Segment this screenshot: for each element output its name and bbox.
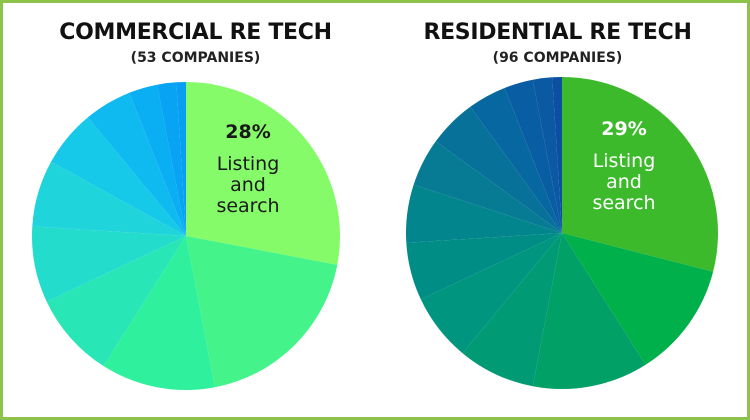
slice-category-label: Listing — [217, 153, 280, 175]
pie-slice — [562, 233, 714, 365]
pie-slice — [157, 82, 186, 236]
pie-slice — [129, 84, 186, 236]
pie-slice — [413, 141, 562, 233]
pie-slice — [552, 77, 562, 233]
pie-slice — [46, 236, 186, 367]
pie-slice — [51, 117, 186, 236]
pie-slice — [470, 87, 562, 233]
residential-panel: RESIDENTIAL RE TECH (96 COMPANIES) 29% Li… — [375, 0, 750, 420]
slice-category-label: search — [592, 192, 655, 214]
pie-slice — [435, 106, 562, 233]
pie-slice — [504, 79, 562, 233]
commercial-panel: COMMERCIAL RE TECH (53 COMPANIES) 28% Lis… — [31, 20, 340, 390]
chart-subtitle: (53 COMPANIES) — [130, 50, 261, 66]
pie-slice-listing-and-search — [186, 82, 340, 265]
pie-slice-listing-and-search — [562, 77, 719, 272]
slice-category-label: search — [216, 195, 279, 217]
slice-percent-label: 29% — [601, 118, 646, 140]
pie-slice — [31, 226, 187, 302]
pie-slice — [462, 233, 562, 387]
slice-category-label: and — [230, 174, 266, 196]
slice-category-label: and — [606, 171, 642, 193]
pie-slice — [406, 233, 562, 300]
pie-slice — [406, 184, 562, 243]
pie-slice — [186, 236, 338, 388]
slice-percent-label: 28% — [225, 121, 270, 143]
pie-slice — [103, 236, 215, 390]
pie-slice — [176, 81, 186, 236]
chart-title: RESIDENTIAL RE TECH — [423, 20, 692, 45]
pie-slice — [532, 233, 646, 390]
pie-slice — [420, 233, 562, 354]
pie-slice — [532, 77, 562, 233]
pie-slice — [32, 161, 186, 236]
chart-title: COMMERCIAL RE TECH — [59, 20, 332, 45]
slice-category-label: Listing — [593, 150, 656, 172]
pie-slice — [87, 92, 186, 236]
chart-subtitle: (96 COMPANIES) — [492, 50, 623, 66]
